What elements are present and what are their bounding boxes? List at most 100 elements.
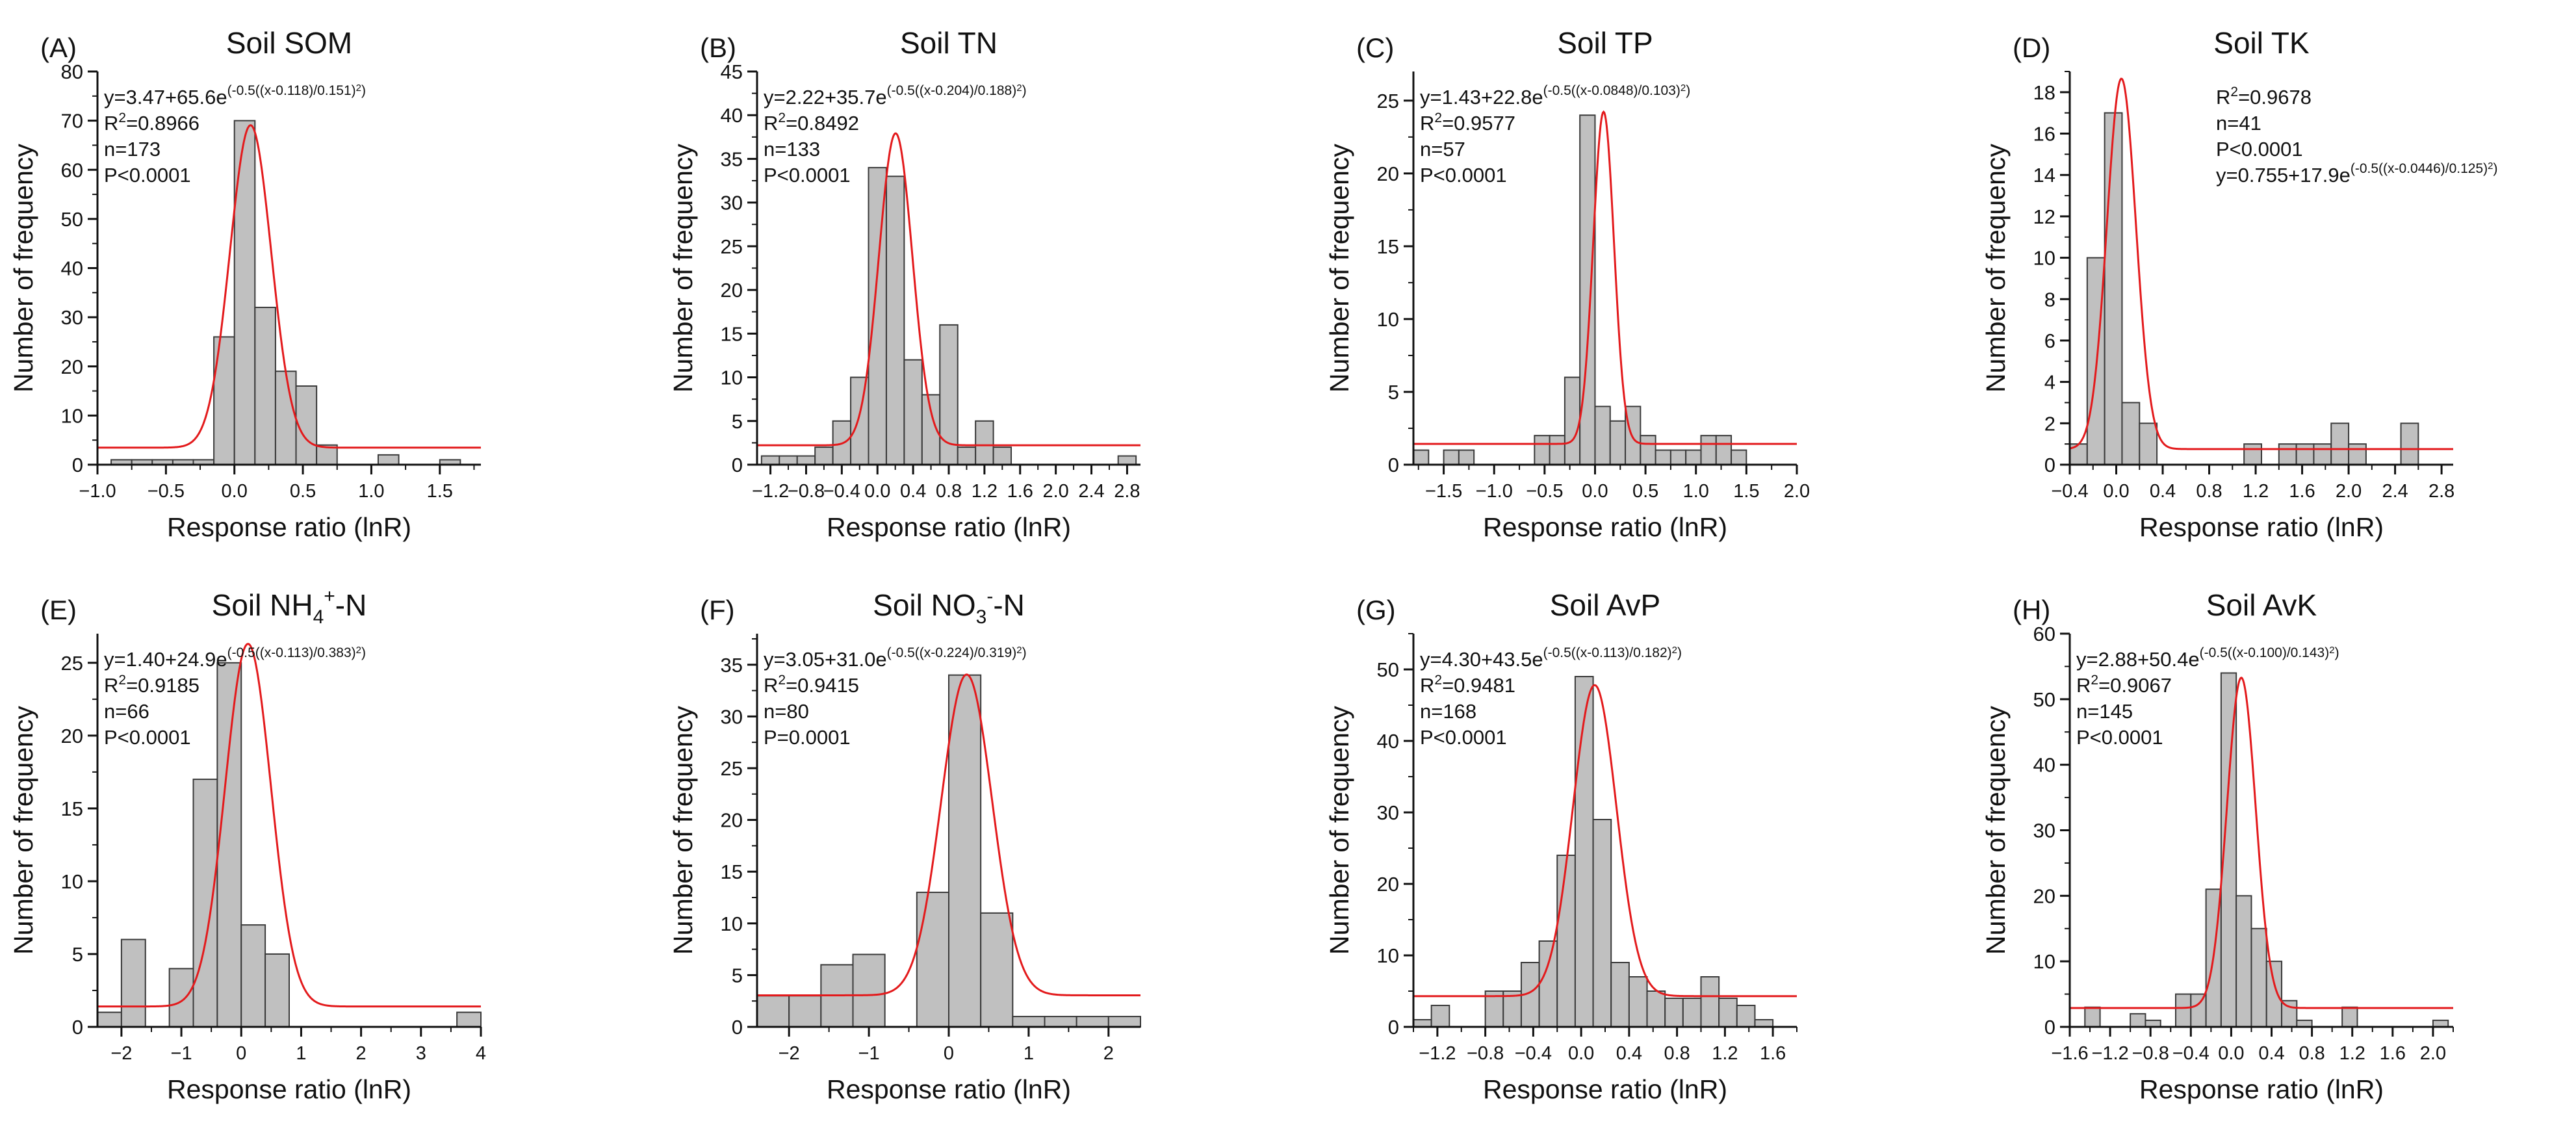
y-tick-label: 0: [1388, 1016, 1399, 1039]
histogram-bar: [1443, 449, 1460, 466]
bar-group-e: [97, 662, 482, 1028]
fit-equation: y=4.30+43.5e(-0.5((x-0.113)/0.182)2): [1420, 645, 1682, 671]
chart-title: Soil NO3--N: [873, 586, 1025, 628]
histogram-bar: [796, 455, 816, 465]
histogram-bar: [192, 779, 218, 1028]
x-tick-label: 0.8: [2196, 481, 2222, 502]
histogram-bar: [2348, 443, 2367, 465]
x-axis-label: Response ratio (lnR): [167, 512, 411, 542]
r-squared-value: =0.9415: [786, 674, 859, 697]
histogram-bar: [1640, 435, 1656, 466]
x-tick-label: 1.6: [2289, 481, 2315, 502]
gaussian-fit-line: [757, 132, 1140, 446]
equation-exponent: (-0.5((x-0.113)/0.182): [1543, 645, 1672, 660]
y-tick-label: 30: [721, 192, 743, 214]
x-tick-label: 1: [1024, 1043, 1034, 1064]
y-tick-label: 30: [1377, 801, 1399, 824]
annotation-line: n=66: [104, 700, 149, 723]
x-tick-label: 0.8: [936, 481, 962, 502]
y-tick-label: 5: [732, 410, 743, 433]
annotation-line: P<0.0001: [1420, 164, 1507, 187]
equation-exponent-square: 2: [356, 83, 361, 94]
x-tick-label: −1.6: [2051, 1043, 2088, 1064]
y-tick-label: 50: [1377, 658, 1399, 681]
r-squared: R2=0.9415: [764, 673, 859, 697]
title-subscript: 4: [313, 606, 324, 628]
x-tick-label: 1.5: [427, 481, 453, 502]
chart-title: Soil SOM: [226, 26, 352, 60]
r-squared-value: =0.9067: [2098, 674, 2172, 697]
x-tick-label: −0.4: [2172, 1043, 2209, 1064]
equation-base: y=2.22+35.7e: [764, 86, 887, 109]
histogram-bar: [120, 938, 146, 1028]
gaussian-fit-line: [1413, 110, 1797, 445]
y-tick-label: 10: [1377, 308, 1399, 331]
annotation-line: n=133: [764, 138, 820, 161]
equation-exponent: (-0.5((x-0.224)/0.319): [887, 645, 1017, 660]
x-tick-label: −0.8: [1467, 1043, 1504, 1064]
title-main: Soil NH: [212, 588, 313, 622]
y-tick-label: 0: [2044, 1016, 2055, 1039]
annotation-line: P<0.0001: [104, 164, 191, 187]
histogram-bar: [788, 995, 822, 1028]
y-axis-label: Number of frequency: [668, 706, 698, 955]
y-tick-label: 10: [1377, 944, 1399, 967]
histogram-bar: [2139, 422, 2158, 466]
r-squared-exponent: 2: [118, 110, 126, 125]
x-tick-label: 2.0: [2336, 481, 2362, 502]
y-tick-label: 16: [2033, 123, 2055, 146]
x-tick-label: 2.0: [1784, 481, 1810, 502]
histogram-bar: [97, 1011, 122, 1028]
x-axis-label: Response ratio (lnR): [2139, 1074, 2384, 1104]
equation-exponent-close: ): [1686, 83, 1690, 98]
y-axis-label: Number of frequency: [1324, 144, 1354, 393]
histogram-bar: [456, 1011, 482, 1028]
histogram-bar: [2313, 443, 2332, 465]
histogram-bar: [814, 446, 834, 465]
annotation-line: n=173: [104, 138, 161, 161]
equation-exponent-square: 2: [1016, 83, 1022, 94]
y-tick-label: 20: [721, 809, 743, 832]
x-tick-label: 0.5: [1632, 481, 1658, 502]
x-tick-label: −0.8: [2132, 1043, 2169, 1064]
x-tick-label: 2.4: [2382, 481, 2408, 502]
r-squared-symbol: R: [1420, 112, 1434, 135]
histogram-bar: [1534, 435, 1551, 466]
y-tick-label: 20: [1377, 162, 1399, 185]
r-squared-symbol: R: [104, 674, 118, 697]
y-tick-label: 15: [721, 860, 743, 883]
histogram-bar: [1609, 420, 1627, 466]
histogram-bar: [1610, 962, 1630, 1028]
histogram-bar: [2130, 1013, 2146, 1028]
equation-exponent-close: ): [1677, 645, 1682, 660]
panel-label: (A): [40, 32, 77, 63]
panel-label: (G): [1356, 595, 1396, 625]
equation-base: y=3.05+31.0e: [764, 648, 887, 671]
histogram-bar: [274, 370, 297, 465]
r-squared-exponent: 2: [2230, 84, 2238, 99]
y-tick-label: 0: [1388, 454, 1399, 476]
histogram-bar: [2145, 1019, 2161, 1028]
histogram-bar: [1664, 998, 1684, 1028]
x-tick-label: 0.4: [900, 481, 926, 502]
gaussian-fit-line: [97, 643, 481, 1008]
histogram-bar: [2175, 993, 2192, 1028]
histogram-bar: [2296, 1019, 2313, 1028]
histogram-bar: [948, 674, 982, 1028]
y-tick-label: 0: [732, 454, 743, 476]
equation-exponent-close: ): [1022, 645, 1027, 660]
histogram-bar: [1646, 990, 1666, 1028]
histogram-bar: [1731, 449, 1747, 466]
x-tick-label: 0.4: [2150, 481, 2176, 502]
title-tail: -N: [335, 588, 367, 622]
r-squared-value: =0.8492: [786, 112, 859, 135]
x-tick-label: 0.0: [864, 481, 890, 502]
r-squared-value: =0.8966: [126, 112, 200, 135]
equation-base: y=3.47+65.6e: [104, 86, 227, 109]
x-tick-label: −0.5: [1526, 481, 1563, 502]
y-tick-label: 5: [72, 943, 83, 966]
r-squared-symbol: R: [1420, 674, 1434, 697]
x-tick-label: 0.4: [1616, 1043, 1642, 1064]
equation-exponent-close: ): [2335, 645, 2339, 660]
y-tick-label: 18: [2033, 81, 2055, 104]
